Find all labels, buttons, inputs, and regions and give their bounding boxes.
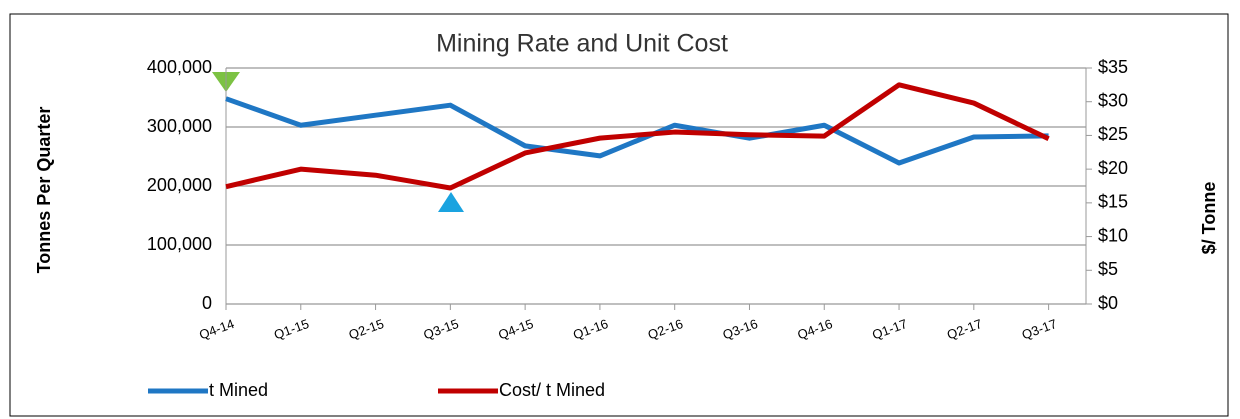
y2-tick-label: $20 bbox=[1098, 158, 1128, 178]
legend-label: Cost/ t Mined bbox=[499, 380, 605, 400]
series-line bbox=[225, 82, 1050, 191]
y2-tick-label: $0 bbox=[1098, 293, 1118, 313]
y2-tick-label: $15 bbox=[1098, 192, 1128, 212]
legend-label: t Mined bbox=[209, 380, 268, 400]
y-tick-label: 400,000 bbox=[147, 57, 212, 77]
y-axis-title: Tonnes Per Quarter bbox=[34, 107, 54, 274]
y-tick-label: 300,000 bbox=[147, 116, 212, 136]
y-tick-label: 200,000 bbox=[147, 175, 212, 195]
y2-tick-label: $25 bbox=[1098, 124, 1128, 144]
y-tick-label: 100,000 bbox=[147, 234, 212, 254]
y2-tick-label: $10 bbox=[1098, 225, 1128, 245]
y-tick-label: 0 bbox=[202, 293, 212, 313]
chart-border bbox=[9, 13, 1229, 417]
marker-annotation bbox=[438, 192, 464, 212]
y2-tick-label: $30 bbox=[1098, 90, 1128, 110]
y2-tick-label: $5 bbox=[1098, 259, 1118, 279]
y2-axis-title: $/ Tonne bbox=[1199, 182, 1219, 255]
y2-tick-label: $35 bbox=[1098, 57, 1128, 77]
chart-title: Mining Rate and Unit Cost bbox=[436, 30, 728, 58]
series-line bbox=[225, 96, 1049, 166]
